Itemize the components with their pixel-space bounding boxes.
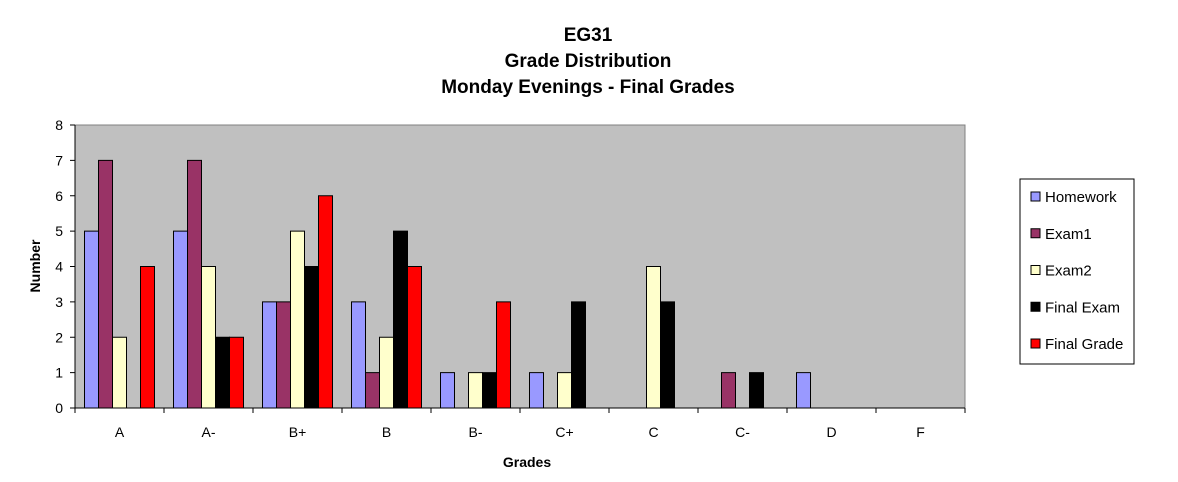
bar-final-exam-C- xyxy=(749,372,764,409)
legend-swatch-exam1 xyxy=(1030,228,1041,239)
bar-final-grade-B+ xyxy=(318,195,333,409)
legend-swatch-exam2 xyxy=(1030,265,1041,275)
y-tick-label-5: 5 xyxy=(55,223,63,239)
bar-homework-C+ xyxy=(529,372,544,409)
bar-exam1-C- xyxy=(721,372,736,409)
bar-homework-B- xyxy=(440,372,455,409)
bar-exam1-A- xyxy=(187,159,202,409)
bar-exam1-A xyxy=(98,159,113,409)
bar-homework-D xyxy=(796,372,811,409)
y-tick-label-2: 2 xyxy=(55,329,63,345)
x-tick-label-C-: C- xyxy=(735,424,750,440)
chart-title-line-2: Grade Distribution xyxy=(505,51,672,72)
x-tick-label-B-: B- xyxy=(469,424,483,440)
bar-exam2-A xyxy=(112,336,127,409)
y-tick-label-6: 6 xyxy=(55,188,63,204)
bar-exam1-B xyxy=(365,372,380,409)
chart-title-line-3: Monday Evenings - Final Grades xyxy=(441,77,735,98)
bar-exam2-C+ xyxy=(557,372,572,409)
bar-final-exam-B- xyxy=(482,372,497,409)
bar-final-grade-B xyxy=(407,266,422,409)
y-tick-label-3: 3 xyxy=(55,294,63,310)
bar-exam2-A- xyxy=(201,266,216,409)
y-axis-title: Number xyxy=(27,239,43,292)
y-tick-label-0: 0 xyxy=(55,400,63,416)
legend-swatch-final-grade xyxy=(1030,338,1041,349)
x-tick-label-C: C xyxy=(648,424,658,440)
legend-label-final-grade: Final Grade xyxy=(1045,336,1123,353)
legend-label-exam2: Exam2 xyxy=(1045,263,1092,280)
x-tick-label-B: B xyxy=(382,424,391,440)
x-tick-label-C+: C+ xyxy=(555,424,573,440)
chart-title-line-1: EG31 xyxy=(564,25,613,46)
bars-layer xyxy=(84,159,811,409)
bar-homework-A- xyxy=(173,230,188,409)
bar-exam1-B+ xyxy=(276,301,291,409)
bar-exam2-B xyxy=(379,336,394,409)
axes-layer: 0 1 2 3 4 5 6 7 8 A A- B+ B B- C+ C C- D F xyxy=(55,117,966,440)
bar-final-exam-B+ xyxy=(304,266,319,409)
x-tick-label-A: A xyxy=(115,424,125,440)
bar-exam2-B+ xyxy=(290,230,305,409)
legend-swatch-final-exam xyxy=(1030,301,1041,312)
y-tick-label-8: 8 xyxy=(55,117,63,133)
x-tick-label-B+: B+ xyxy=(289,424,307,440)
legend-label-homework: Homework xyxy=(1045,189,1117,206)
bar-final-exam-C+ xyxy=(571,301,586,409)
bar-final-exam-B xyxy=(393,230,408,409)
y-tick-label-7: 7 xyxy=(55,152,63,168)
bar-final-exam-A- xyxy=(215,336,230,409)
bar-exam2-C xyxy=(646,266,661,409)
legend-label-final-exam: Final Exam xyxy=(1045,299,1120,316)
x-tick-label-D: D xyxy=(826,424,836,440)
bar-homework-B+ xyxy=(262,301,277,409)
x-axis-title: Grades xyxy=(503,454,551,470)
legend: Homework Exam1 Exam2 Final Exam Final Grade xyxy=(1019,178,1135,365)
y-tick-label-1: 1 xyxy=(55,365,63,381)
bar-final-exam-C xyxy=(660,301,675,409)
bar-final-grade-A xyxy=(140,266,155,409)
x-tick-label-F: F xyxy=(916,424,925,440)
bar-homework-A xyxy=(84,230,99,409)
legend-label-exam1: Exam1 xyxy=(1045,226,1092,243)
legend-swatch-homework xyxy=(1030,191,1041,202)
bar-homework-B xyxy=(351,301,366,409)
bar-exam2-B- xyxy=(468,372,483,409)
chart-title: EG31 Grade Distribution Monday Evenings … xyxy=(441,25,735,98)
x-tick-label-A-: A- xyxy=(202,424,216,440)
bar-final-grade-A- xyxy=(229,336,244,409)
bar-final-grade-B- xyxy=(496,301,511,409)
y-tick-label-4: 4 xyxy=(55,259,63,275)
